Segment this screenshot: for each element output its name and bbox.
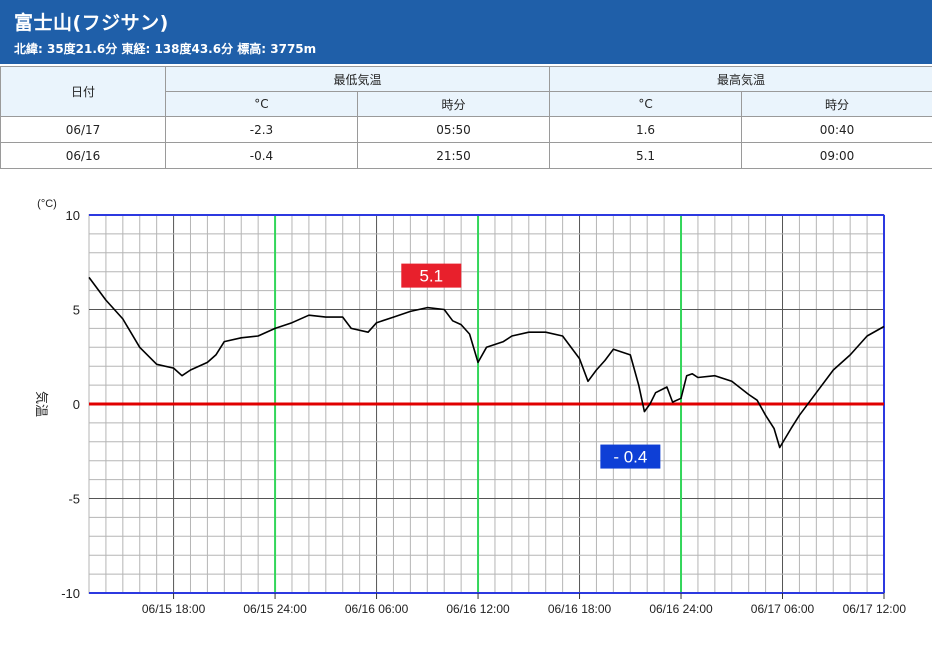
row-min-temp: -0.4	[165, 142, 358, 169]
station-header: 富士山(フジサン) 北緯: 35度21.6分 東経: 138度43.6分 標高:…	[0, 0, 932, 64]
temperature-chart: 10 5 0 -5 -10 (°C) 気温 06/15 18:00 06/15 24:00 06/…	[34, 198, 906, 616]
temperature-summary-table: 日付 最低気温 最高気温 °C 時分 °C 時分 06/17 -2.3 05:5…	[0, 66, 932, 169]
y-tick-label: 0	[73, 397, 80, 412]
table-row: 06/16 -0.4 21:50 5.1 09:00	[0, 142, 932, 169]
min-value-label: - 0.4	[613, 448, 647, 467]
min-time-header: 時分	[356, 91, 551, 117]
row-max-time: 00:40	[741, 116, 932, 143]
x-tick-label: 06/17 12:00	[843, 602, 907, 616]
y-tick-label: -10	[61, 586, 80, 601]
x-tick-label: 06/16 18:00	[548, 602, 612, 616]
row-min-time: 21:50	[356, 142, 551, 169]
chart-series	[88, 276, 885, 449]
chart-labels: 10 5 0 -5 -10 (°C) 気温 06/15 18:00 06/15 24:00 06/…	[34, 198, 906, 616]
max-time-header: 時分	[741, 91, 932, 117]
temperature-line	[88, 276, 885, 449]
max-value-badge	[401, 263, 462, 288]
x-tick-label: 06/16 24:00	[649, 602, 713, 616]
x-tick-label: 06/15 18:00	[142, 602, 206, 616]
row-max-temp: 1.6	[549, 116, 743, 143]
chart-annotations: 5.1 - 0.4	[401, 263, 661, 469]
max-temp-header: 最高気温	[549, 66, 932, 92]
row-min-temp: -2.3	[165, 116, 358, 143]
x-tick-label: 06/15 24:00	[243, 602, 307, 616]
station-location: 北緯: 35度21.6分 東経: 138度43.6分 標高: 3775m	[14, 42, 317, 56]
max-unit-header: °C	[549, 91, 743, 117]
y-axis-label: 気温	[34, 391, 49, 417]
row-date: 06/16	[0, 142, 166, 169]
table-row: 06/17 -2.3 05:50 1.6 00:40	[0, 116, 932, 143]
max-value-label: 5.1	[419, 267, 443, 286]
row-max-temp: 5.1	[549, 142, 743, 169]
row-min-time: 05:50	[356, 116, 551, 143]
y-tick-label: -5	[68, 492, 80, 507]
row-date: 06/17	[0, 116, 166, 143]
station-title: 富士山(フジサン)	[14, 12, 169, 34]
date-column-header: 日付	[0, 66, 166, 117]
y-unit-label: (°C)	[37, 198, 57, 210]
x-tick-label: 06/16 06:00	[345, 602, 409, 616]
y-tick-label: 10	[66, 208, 80, 223]
min-unit-header: °C	[165, 91, 358, 117]
chart-reference-lines	[89, 214, 885, 594]
x-tick-label: 06/17 06:00	[751, 602, 815, 616]
y-tick-label: 5	[73, 303, 80, 318]
x-tick-label: 06/16 12:00	[446, 602, 510, 616]
min-value-badge	[600, 444, 661, 469]
min-temp-header: 最低気温	[164, 66, 551, 92]
row-max-time: 09:00	[741, 142, 932, 169]
